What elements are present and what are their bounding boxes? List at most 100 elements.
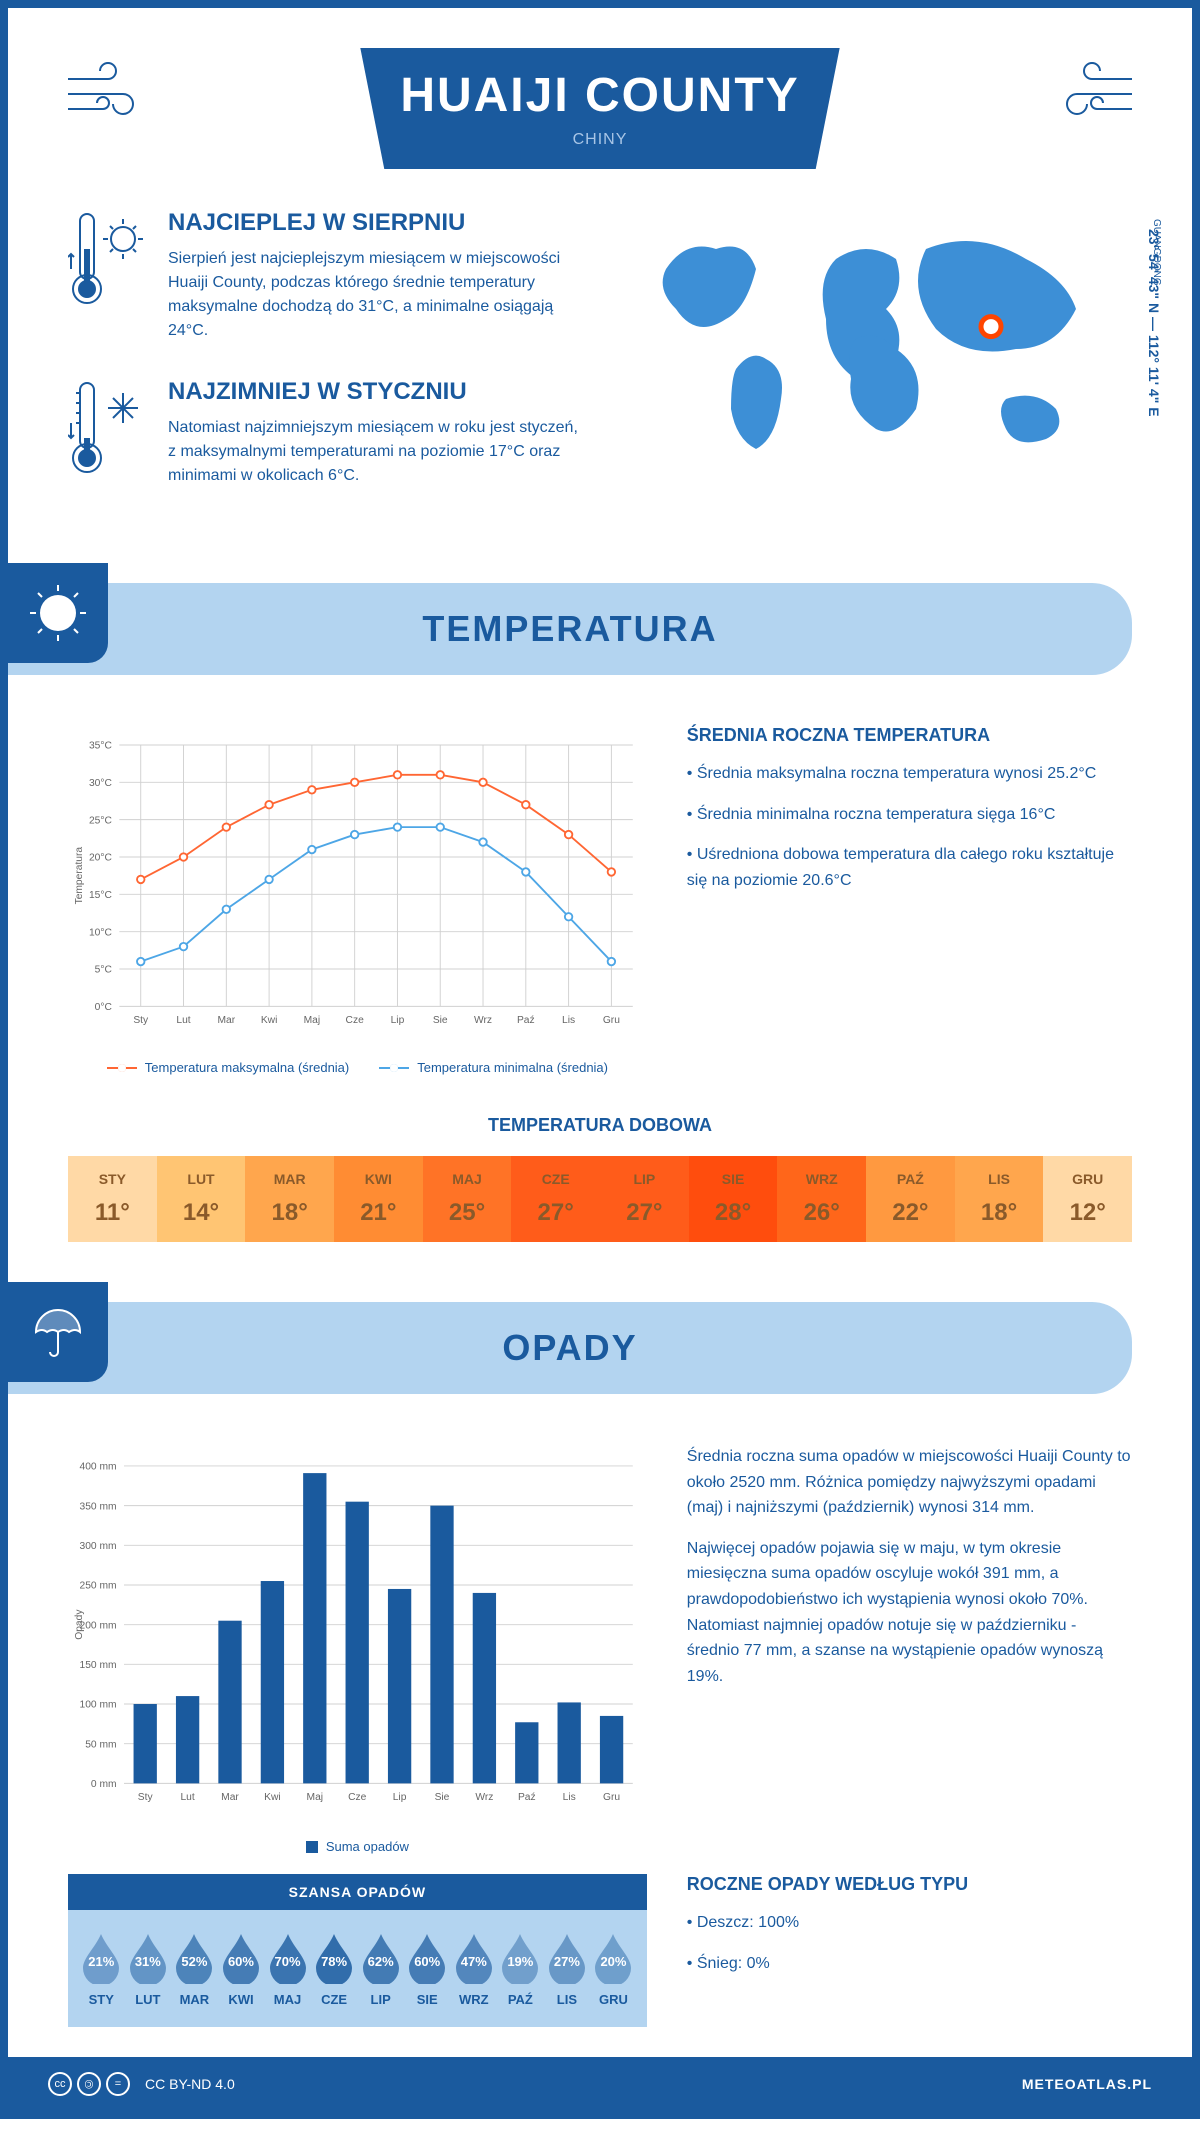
cc-icon: cc — [48, 2072, 72, 2096]
chance-drop: 19% PAŹ — [498, 1930, 542, 2007]
svg-text:Gru: Gru — [603, 1015, 620, 1026]
svg-text:250 mm: 250 mm — [80, 1581, 117, 1592]
svg-text:Wrz: Wrz — [474, 1015, 492, 1026]
svg-text:150 mm: 150 mm — [80, 1660, 117, 1671]
svg-text:Gru: Gru — [603, 1792, 620, 1803]
precip-type-title: ROCZNE OPADY WEDŁUG TYPU — [687, 1874, 1132, 1895]
svg-text:Lip: Lip — [391, 1015, 405, 1026]
temp-cell: MAJ25° — [423, 1156, 512, 1242]
svg-text:Sie: Sie — [433, 1015, 448, 1026]
coordinates: 23° 54' 43" N — 112° 11' 4" E — [1146, 229, 1162, 417]
cold-fact-title: NAJZIMNIEJ W STYCZNIU — [168, 378, 580, 406]
thermometer-hot-icon — [68, 209, 148, 309]
daily-temp-title: TEMPERATURA DOBOWA — [68, 1115, 1132, 1136]
precipitation-title: OPADY — [48, 1327, 1092, 1369]
temp-cell: CZE27° — [511, 1156, 600, 1242]
world-map-icon — [620, 209, 1132, 489]
temp-summary-item: • Średnia minimalna roczna temperatura s… — [687, 802, 1132, 828]
chance-drop: 52% MAR — [172, 1930, 216, 2007]
chance-drop: 60% SIE — [405, 1930, 449, 2007]
svg-text:Sie: Sie — [435, 1792, 450, 1803]
svg-text:Paź: Paź — [517, 1015, 535, 1026]
precip-type-item: • Śnieg: 0% — [687, 1951, 1132, 1977]
map-column: GUANGDONG 23° 54' 43" N — 112° 11' 4" E — [620, 209, 1132, 523]
svg-text:Wrz: Wrz — [475, 1792, 493, 1803]
temp-cell: SIE28° — [689, 1156, 778, 1242]
chance-drop: 70% MAJ — [266, 1930, 310, 2007]
svg-text:Temperatura: Temperatura — [74, 847, 85, 905]
precip-type-item: • Deszcz: 100% — [687, 1910, 1132, 1936]
svg-text:Lut: Lut — [176, 1015, 190, 1026]
site-name: METEOATLAS.PL — [1022, 2076, 1152, 2092]
svg-text:Mar: Mar — [217, 1015, 235, 1026]
svg-text:Paź: Paź — [518, 1792, 536, 1803]
temp-cell: KWI21° — [334, 1156, 423, 1242]
nd-icon: = — [106, 2072, 130, 2096]
chance-drop: 62% LIP — [359, 1930, 403, 2007]
temperature-section-header: TEMPERATURA — [8, 583, 1132, 675]
header-banner: HUAIJI COUNTY CHINY — [360, 48, 839, 169]
svg-text:Lis: Lis — [562, 1015, 575, 1026]
chance-title: SZANSA OPADÓW — [68, 1874, 647, 1910]
precip-chart-legend: Suma opadów — [68, 1839, 647, 1854]
daily-temp-strip: STY11°LUT14°MAR18°KWI21°MAJ25°CZE27°LIP2… — [68, 1156, 1132, 1242]
svg-text:Sty: Sty — [138, 1792, 154, 1803]
page-title: HUAIJI COUNTY — [400, 68, 799, 123]
precip-text-1: Średnia roczna suma opadów w miejscowośc… — [687, 1444, 1132, 1521]
by-icon: 🄯 — [77, 2072, 101, 2096]
temp-cell: WRZ26° — [777, 1156, 866, 1242]
sun-icon — [28, 583, 88, 643]
svg-text:Maj: Maj — [307, 1792, 324, 1803]
svg-text:35°C: 35°C — [89, 741, 113, 752]
svg-text:Opady: Opady — [74, 1609, 85, 1640]
svg-text:Mar: Mar — [221, 1792, 239, 1803]
svg-text:300 mm: 300 mm — [80, 1541, 117, 1552]
warm-fact-title: NAJCIEPLEJ W SIERPNIU — [168, 209, 580, 237]
chance-drop: 27% LIS — [545, 1930, 589, 2007]
temp-cell: STY11° — [68, 1156, 157, 1242]
temperature-title: TEMPERATURA — [48, 608, 1092, 650]
svg-text:Lis: Lis — [563, 1792, 576, 1803]
svg-text:0 mm: 0 mm — [91, 1779, 117, 1790]
svg-text:20°C: 20°C — [89, 853, 113, 864]
temperature-line-chart: 0°C5°C10°C15°C20°C25°C30°C35°CStyLutMarK… — [68, 725, 647, 1045]
svg-text:10°C: 10°C — [89, 927, 113, 938]
temp-cell: LIS18° — [955, 1156, 1044, 1242]
precipitation-bar-chart: 0 mm50 mm100 mm150 mm200 mm250 mm300 mm3… — [68, 1444, 647, 1824]
svg-text:350 mm: 350 mm — [80, 1501, 117, 1512]
wind-icon-left — [58, 59, 158, 129]
temp-chart-legend: Temperatura maksymalna (średnia) Tempera… — [68, 1060, 647, 1075]
wind-icon-right — [1042, 59, 1142, 129]
thermometer-cold-icon — [68, 378, 148, 478]
warm-fact-text: Sierpień jest najcieplejszym miesiącem w… — [168, 247, 580, 343]
svg-text:15°C: 15°C — [89, 890, 113, 901]
chance-drop: 60% KWI — [219, 1930, 263, 2007]
svg-text:100 mm: 100 mm — [80, 1700, 117, 1711]
legend-max-label: Temperatura maksymalna (średnia) — [145, 1060, 349, 1075]
chance-drop: 21% STY — [79, 1930, 123, 2007]
chance-drop: 78% CZE — [312, 1930, 356, 2007]
temp-cell: PAŹ22° — [866, 1156, 955, 1242]
temp-cell: LIP27° — [600, 1156, 689, 1242]
temp-summary-title: ŚREDNIA ROCZNA TEMPERATURA — [687, 725, 1132, 746]
chance-drop: 31% LUT — [126, 1930, 170, 2007]
precip-text-2: Najwięcej opadów pojawia się w maju, w t… — [687, 1536, 1132, 1690]
svg-text:Kwi: Kwi — [264, 1792, 281, 1803]
svg-text:400 mm: 400 mm — [80, 1462, 117, 1473]
svg-text:Lut: Lut — [180, 1792, 194, 1803]
cold-fact-text: Natomiast najzimniejszym miesiącem w rok… — [168, 416, 580, 488]
svg-text:200 mm: 200 mm — [80, 1620, 117, 1631]
chance-drop: 47% WRZ — [452, 1930, 496, 2007]
temp-cell: LUT14° — [157, 1156, 246, 1242]
svg-text:5°C: 5°C — [95, 965, 113, 976]
svg-text:30°C: 30°C — [89, 778, 113, 789]
svg-text:Sty: Sty — [133, 1015, 149, 1026]
precipitation-section-header: OPADY — [8, 1302, 1132, 1394]
temp-cell: GRU12° — [1043, 1156, 1132, 1242]
chance-drop: 20% GRU — [591, 1930, 635, 2007]
svg-text:25°C: 25°C — [89, 815, 113, 826]
svg-text:Cze: Cze — [348, 1792, 367, 1803]
svg-text:Cze: Cze — [346, 1015, 365, 1026]
facts-column: NAJCIEPLEJ W SIERPNIU Sierpień jest najc… — [68, 209, 580, 523]
svg-text:Lip: Lip — [393, 1792, 407, 1803]
